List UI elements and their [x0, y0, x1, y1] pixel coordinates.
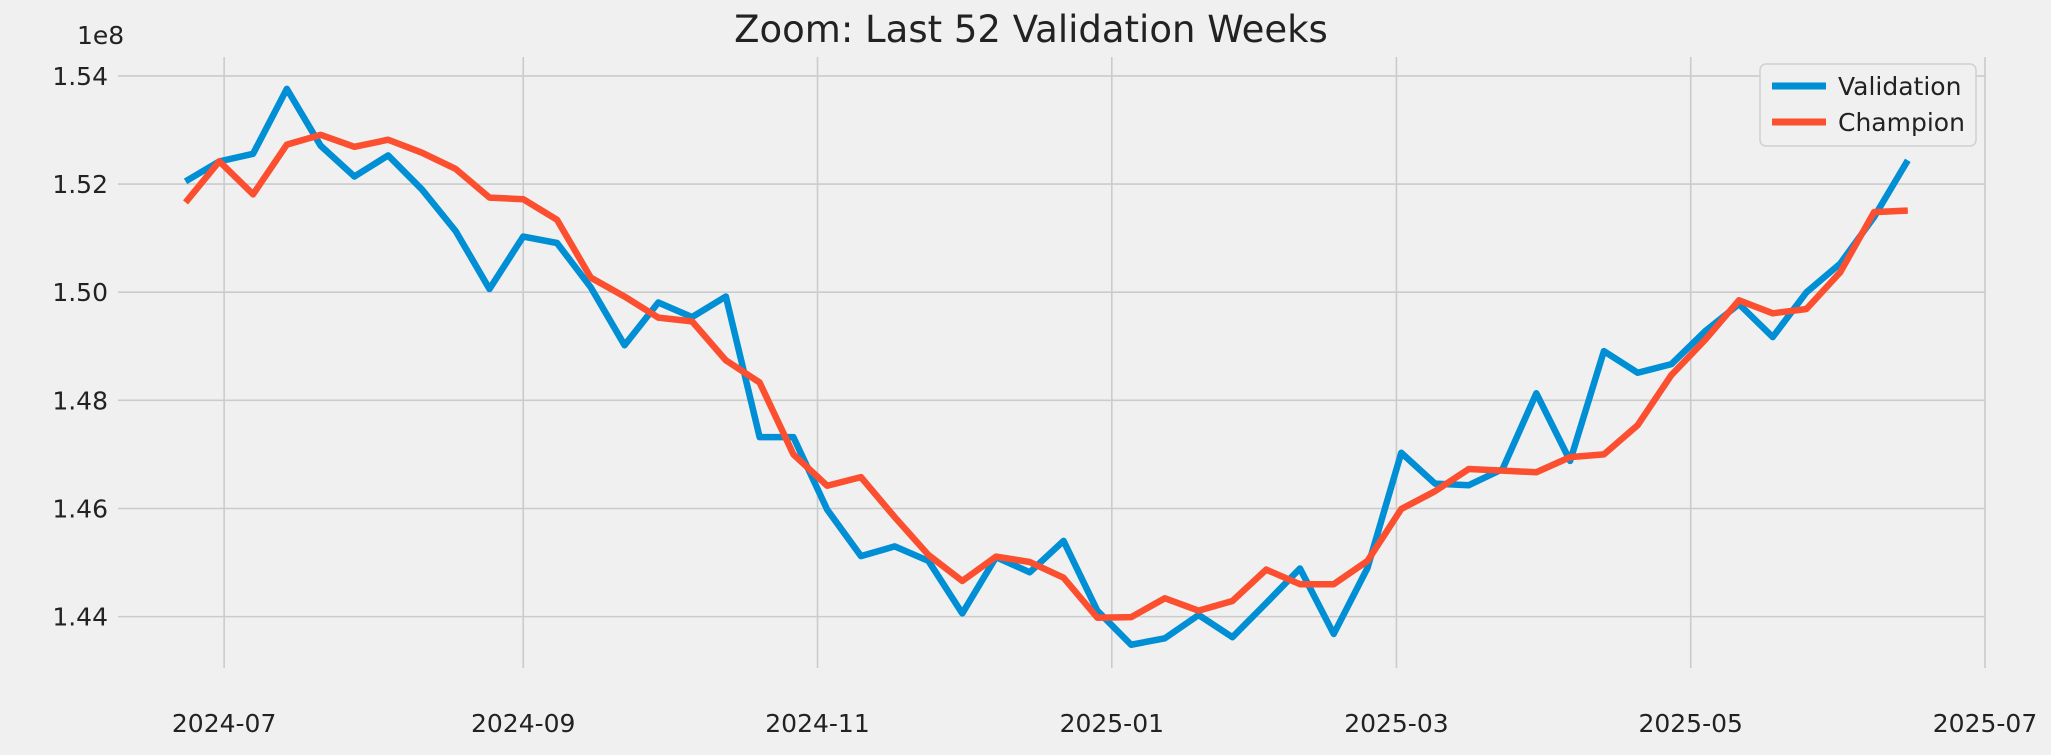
y-tick-label: 1.50: [52, 278, 108, 307]
y-tick-label: 1.46: [52, 494, 108, 523]
y-tick-label: 1.52: [52, 170, 108, 199]
x-tick-label: 2024-07: [172, 709, 276, 738]
y-tick-label: 1.54: [52, 62, 108, 91]
x-tick-label: 2025-07: [1933, 709, 2037, 738]
y-axis-offset-label: 1e8: [77, 21, 124, 50]
x-tick-label: 2025-03: [1344, 709, 1448, 738]
series-line-champion: [183, 131, 1908, 621]
series-line-validation: [183, 85, 1911, 648]
grid-layer: [118, 57, 1986, 668]
legend: Validation Champion: [1759, 63, 1977, 147]
x-tick-label: 2025-01: [1060, 709, 1164, 738]
chart-title: Zoom: Last 52 Validation Weeks: [734, 8, 1328, 51]
legend-label-champion: Champion: [1838, 108, 1965, 137]
x-tick-label: 2024-09: [471, 709, 575, 738]
series-layer: [183, 85, 1911, 648]
legend-label-validation: Validation: [1838, 72, 1961, 101]
y-tick-label: 1.48: [52, 386, 108, 415]
axis-layer: 1.44 1.46 1.48 1.50 1.52 1.54 2024-07 2024-09 20…: [52, 62, 2037, 738]
y-tick-label: 1.44: [52, 603, 108, 632]
x-tick-label: 2024-11: [765, 709, 869, 738]
x-tick-label: 2025-05: [1638, 709, 1742, 738]
